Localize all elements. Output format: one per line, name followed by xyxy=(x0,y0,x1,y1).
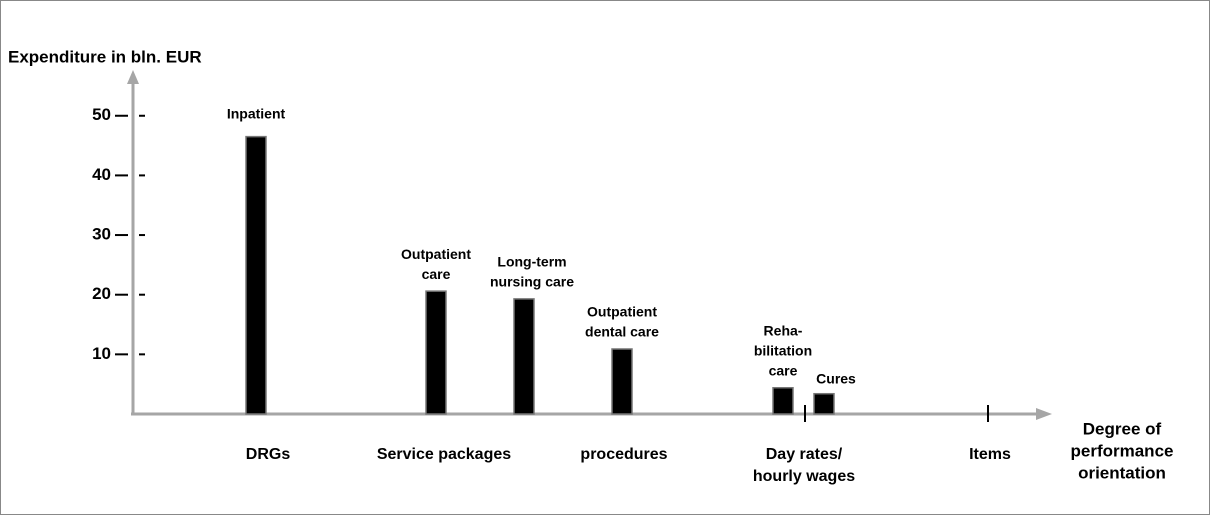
bar xyxy=(513,298,535,415)
bar-label: Long-term xyxy=(497,254,566,270)
y-tick-label: 50 xyxy=(92,105,111,124)
bar-label: dental care xyxy=(585,324,659,340)
x-axis-arrow xyxy=(1036,408,1052,420)
bar xyxy=(772,387,794,415)
bar-label: care xyxy=(769,362,798,378)
x-tick-label: Day rates/ xyxy=(766,446,843,463)
bar-label: bilitation xyxy=(754,342,812,358)
bar-label: Outpatient xyxy=(587,304,657,320)
x-tick-label: procedures xyxy=(580,446,667,463)
y-tick-label: 20 xyxy=(92,284,111,303)
x-axis-label: orientation xyxy=(1078,463,1166,482)
y-tick-label: 40 xyxy=(92,165,111,184)
bar-label: Inpatient xyxy=(227,105,286,121)
x-axis-label: performance xyxy=(1071,441,1174,460)
x-tick-label: Service packages xyxy=(377,446,511,463)
x-tick-label: Items xyxy=(969,446,1011,463)
bar-label: Outpatient xyxy=(401,246,471,262)
y-tick-label: 10 xyxy=(92,344,111,363)
bar-label: nursing care xyxy=(490,274,574,290)
bar xyxy=(425,290,447,415)
y-tick-label: 30 xyxy=(92,225,111,244)
bar xyxy=(245,135,267,415)
bar-label: Reha- xyxy=(764,322,803,338)
bar xyxy=(611,348,633,415)
x-tick-label: DRGs xyxy=(246,446,291,463)
bar-label: Cures xyxy=(816,370,856,386)
x-axis-label: Degree of xyxy=(1083,419,1162,438)
y-axis-arrow xyxy=(127,70,139,84)
y-axis-label: Expenditure in bln. EUR xyxy=(8,47,202,66)
bar xyxy=(813,392,835,415)
bar-label: care xyxy=(422,266,451,282)
x-tick-label: hourly wages xyxy=(753,468,855,485)
